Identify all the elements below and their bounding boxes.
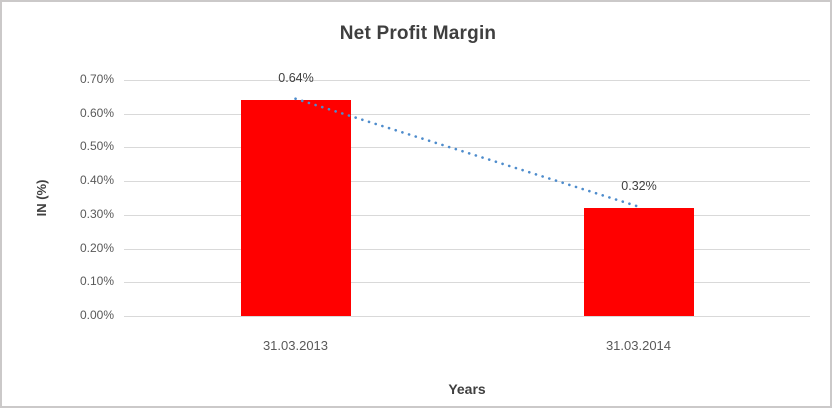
gridline: [124, 282, 810, 283]
y-tick-label: 0.60%: [79, 106, 114, 120]
bar-31.03.2013: [241, 100, 351, 316]
bar-31.03.2014: [584, 208, 694, 316]
y-tick-label: 0.30%: [79, 207, 114, 221]
gridline: [124, 316, 810, 317]
gridline: [124, 147, 810, 148]
chart-title: Net Profit Margin: [339, 23, 497, 44]
y-tick-label: 0.00%: [79, 308, 114, 322]
gridline: [124, 215, 810, 216]
y-tick-label: 0.10%: [79, 274, 114, 288]
gridline: [124, 181, 810, 182]
gridline: [124, 80, 810, 81]
bar-data-label: 0.64%: [278, 71, 314, 85]
y-tick-label: 0.50%: [79, 139, 114, 153]
y-tick-label: 0.20%: [79, 241, 114, 255]
x-category-label: 31.03.2013: [262, 338, 329, 353]
y-tick-label: 0.40%: [79, 173, 114, 187]
gridline: [124, 114, 810, 115]
gridline: [124, 249, 810, 250]
y-tick-label: 0.70%: [79, 72, 114, 86]
bar-data-label: 0.32%: [621, 179, 657, 193]
x-axis-title: Years: [448, 381, 486, 397]
x-category-label: 31.03.2014: [605, 338, 672, 353]
